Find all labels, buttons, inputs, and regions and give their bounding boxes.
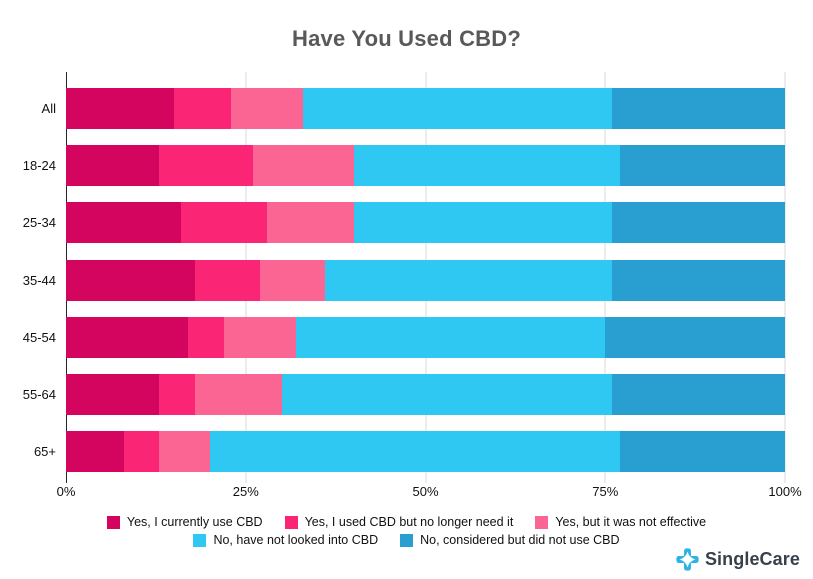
bar-row-65+: 65+ (34, 431, 785, 472)
legend-label: Yes, I used CBD but no longer need it (304, 515, 514, 529)
category-label: 18-24 (22, 158, 56, 173)
legend-swatch-icon (535, 515, 549, 529)
bar-segment (66, 88, 174, 129)
legend-label: No, considered but did not use CBD (420, 533, 620, 547)
stacked-bar (66, 374, 785, 415)
stacked-bar (66, 260, 785, 301)
legend-row: No, have not looked into CBD No, consider… (193, 532, 620, 548)
bar-segment (159, 145, 253, 186)
bar-segment (612, 260, 785, 301)
bar-segment (303, 88, 613, 129)
category-label: 45-54 (22, 330, 56, 345)
category-label: All (41, 101, 56, 116)
bar-segment (66, 202, 182, 243)
legend-label: Yes, I currently use CBD (126, 515, 263, 529)
bar-segment (123, 431, 160, 472)
stacked-bar (66, 88, 785, 129)
bar-row-35-44: 35-44 (23, 260, 785, 301)
plot-area: All 18-24 25-34 35-44 45-54 55-64 65+ (23, 72, 786, 483)
bar-segment (619, 145, 785, 186)
x-axis: 0% 25% 50% 75% 100% (57, 484, 802, 502)
gridline-100 (784, 72, 786, 483)
legend-item: No, considered but did not use CBD (400, 533, 620, 547)
bar-segment (353, 202, 613, 243)
legend-item: Yes, I currently use CBD (106, 515, 263, 529)
category-label: 55-64 (22, 387, 56, 402)
singlecare-logo: SingleCare (676, 546, 800, 572)
bar-segment (173, 88, 232, 129)
legend-row: Yes, I currently use CBD Yes, I used CBD … (106, 514, 706, 530)
bar-segment (612, 88, 785, 129)
bar-segment (195, 260, 261, 301)
singlecare-logo-text: SingleCare (704, 548, 800, 569)
legend-label: Yes, but it was not effective (555, 515, 707, 529)
x-tick-label: 100% (768, 484, 802, 499)
bar-segment (353, 145, 620, 186)
bar-segment (159, 431, 210, 472)
category-label: 35-44 (22, 273, 56, 288)
bar-segment (605, 317, 785, 358)
legend-item: No, have not looked into CBD (193, 533, 378, 547)
bar-segment (195, 374, 282, 415)
legend-item: Yes, I used CBD but no longer need it (284, 515, 514, 529)
legend-label: No, have not looked into CBD (213, 533, 379, 547)
bar-segment (612, 202, 785, 243)
bar-row-45-54: 45-54 (23, 317, 785, 358)
bar-row-25-34: 25-34 (23, 202, 785, 243)
x-tick-label: 75% (592, 484, 619, 499)
x-tick-label: 50% (412, 484, 439, 499)
stacked-bar (66, 431, 785, 472)
bar-segment (66, 374, 160, 415)
legend: Yes, I currently use CBD Yes, I used CBD … (0, 514, 813, 548)
legend-swatch-icon (106, 515, 120, 529)
bar-segment (619, 431, 785, 472)
legend-item: Yes, but it was not effective (535, 515, 706, 529)
bar-segment (260, 260, 325, 301)
bar-segment (159, 374, 196, 415)
legend-swatch-icon (284, 515, 298, 529)
singlecare-plus-icon (676, 547, 699, 571)
bar-segment (296, 317, 606, 358)
bar-segment (281, 374, 613, 415)
bar-segment (231, 88, 304, 129)
bar-segment (612, 374, 785, 415)
stacked-bar (66, 145, 785, 186)
x-tick-label: 25% (232, 484, 259, 499)
legend-swatch-icon (193, 533, 207, 547)
bar-row-55-64: 55-64 (23, 374, 785, 415)
bar-segment (252, 145, 354, 186)
category-label: 25-34 (22, 215, 56, 230)
bar-segment (66, 145, 160, 186)
bar-segment (188, 317, 225, 358)
bar-row-all: All (42, 88, 785, 129)
x-tick-label: 0% (56, 484, 76, 499)
bar-segment (181, 202, 268, 243)
bar-segment (66, 431, 124, 472)
bar-row-18-24: 18-24 (23, 145, 785, 186)
bar-segment (324, 260, 613, 301)
bar-segment (66, 317, 189, 358)
bar-segment (209, 431, 620, 472)
stacked-bar (66, 202, 785, 243)
stacked-bar (66, 317, 785, 358)
bar-segment (267, 202, 354, 243)
bar-segment (66, 260, 196, 301)
category-label: 65+ (33, 444, 56, 459)
bar-segment (224, 317, 297, 358)
legend-swatch-icon (400, 533, 414, 547)
chart-title: Have You Used CBD? (292, 26, 521, 51)
